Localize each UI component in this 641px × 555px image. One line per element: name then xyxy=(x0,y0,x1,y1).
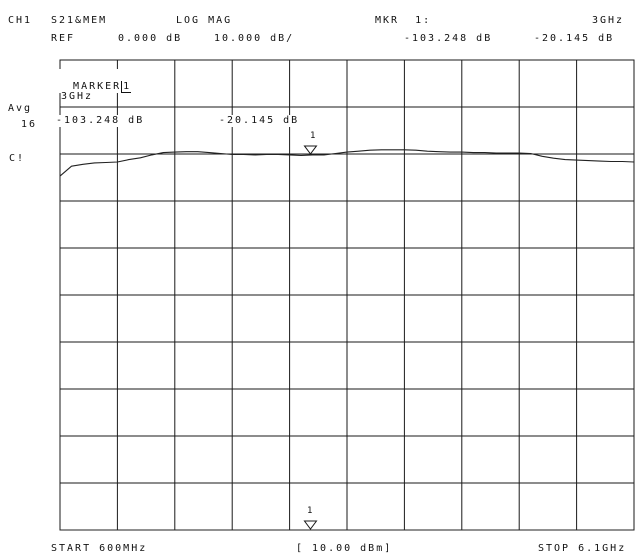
cal-indicator: C! xyxy=(9,153,26,164)
upper-marker-tag: 1 xyxy=(310,131,318,141)
memory-trace xyxy=(59,149,635,177)
marker-box-title-text: MARKER xyxy=(73,81,122,92)
marker-value-1: -103.248 dB xyxy=(404,33,493,44)
marker-box-value-1: -103.248 dB xyxy=(56,115,145,127)
marker-label: MKR 1: xyxy=(375,15,432,26)
ref-value: 0.000 dB xyxy=(118,33,183,44)
marker-box-title-number: 1 xyxy=(121,81,132,93)
avg-count: 16 xyxy=(21,119,38,130)
start-frequency: START 600MHz xyxy=(51,543,148,554)
marker-box-frequency: 3GHz xyxy=(61,91,94,103)
lower-marker-tag: 1 xyxy=(307,506,315,516)
format-label: LOG MAG xyxy=(176,15,233,26)
channel-label: CH1 xyxy=(8,15,33,26)
marker-box-title: MARKER 1 xyxy=(56,69,133,93)
avg-label: Avg xyxy=(8,103,33,114)
ref-label: REF xyxy=(51,33,76,44)
marker-value-2: -20.145 dB xyxy=(534,33,615,44)
upper-marker-triangle-icon xyxy=(303,145,318,155)
source-power: [ 10.00 dBm] xyxy=(296,543,393,554)
measurement-label: S21&MEM xyxy=(51,15,108,26)
lower-marker-triangle-icon xyxy=(303,520,318,530)
scale-value: 10.000 dB/ xyxy=(214,33,295,44)
stop-frequency: STOP 6.1GHz xyxy=(538,543,627,554)
marker-frequency: 3GHz xyxy=(592,15,625,26)
marker-box-value-2: -20.145 dB xyxy=(219,115,300,127)
